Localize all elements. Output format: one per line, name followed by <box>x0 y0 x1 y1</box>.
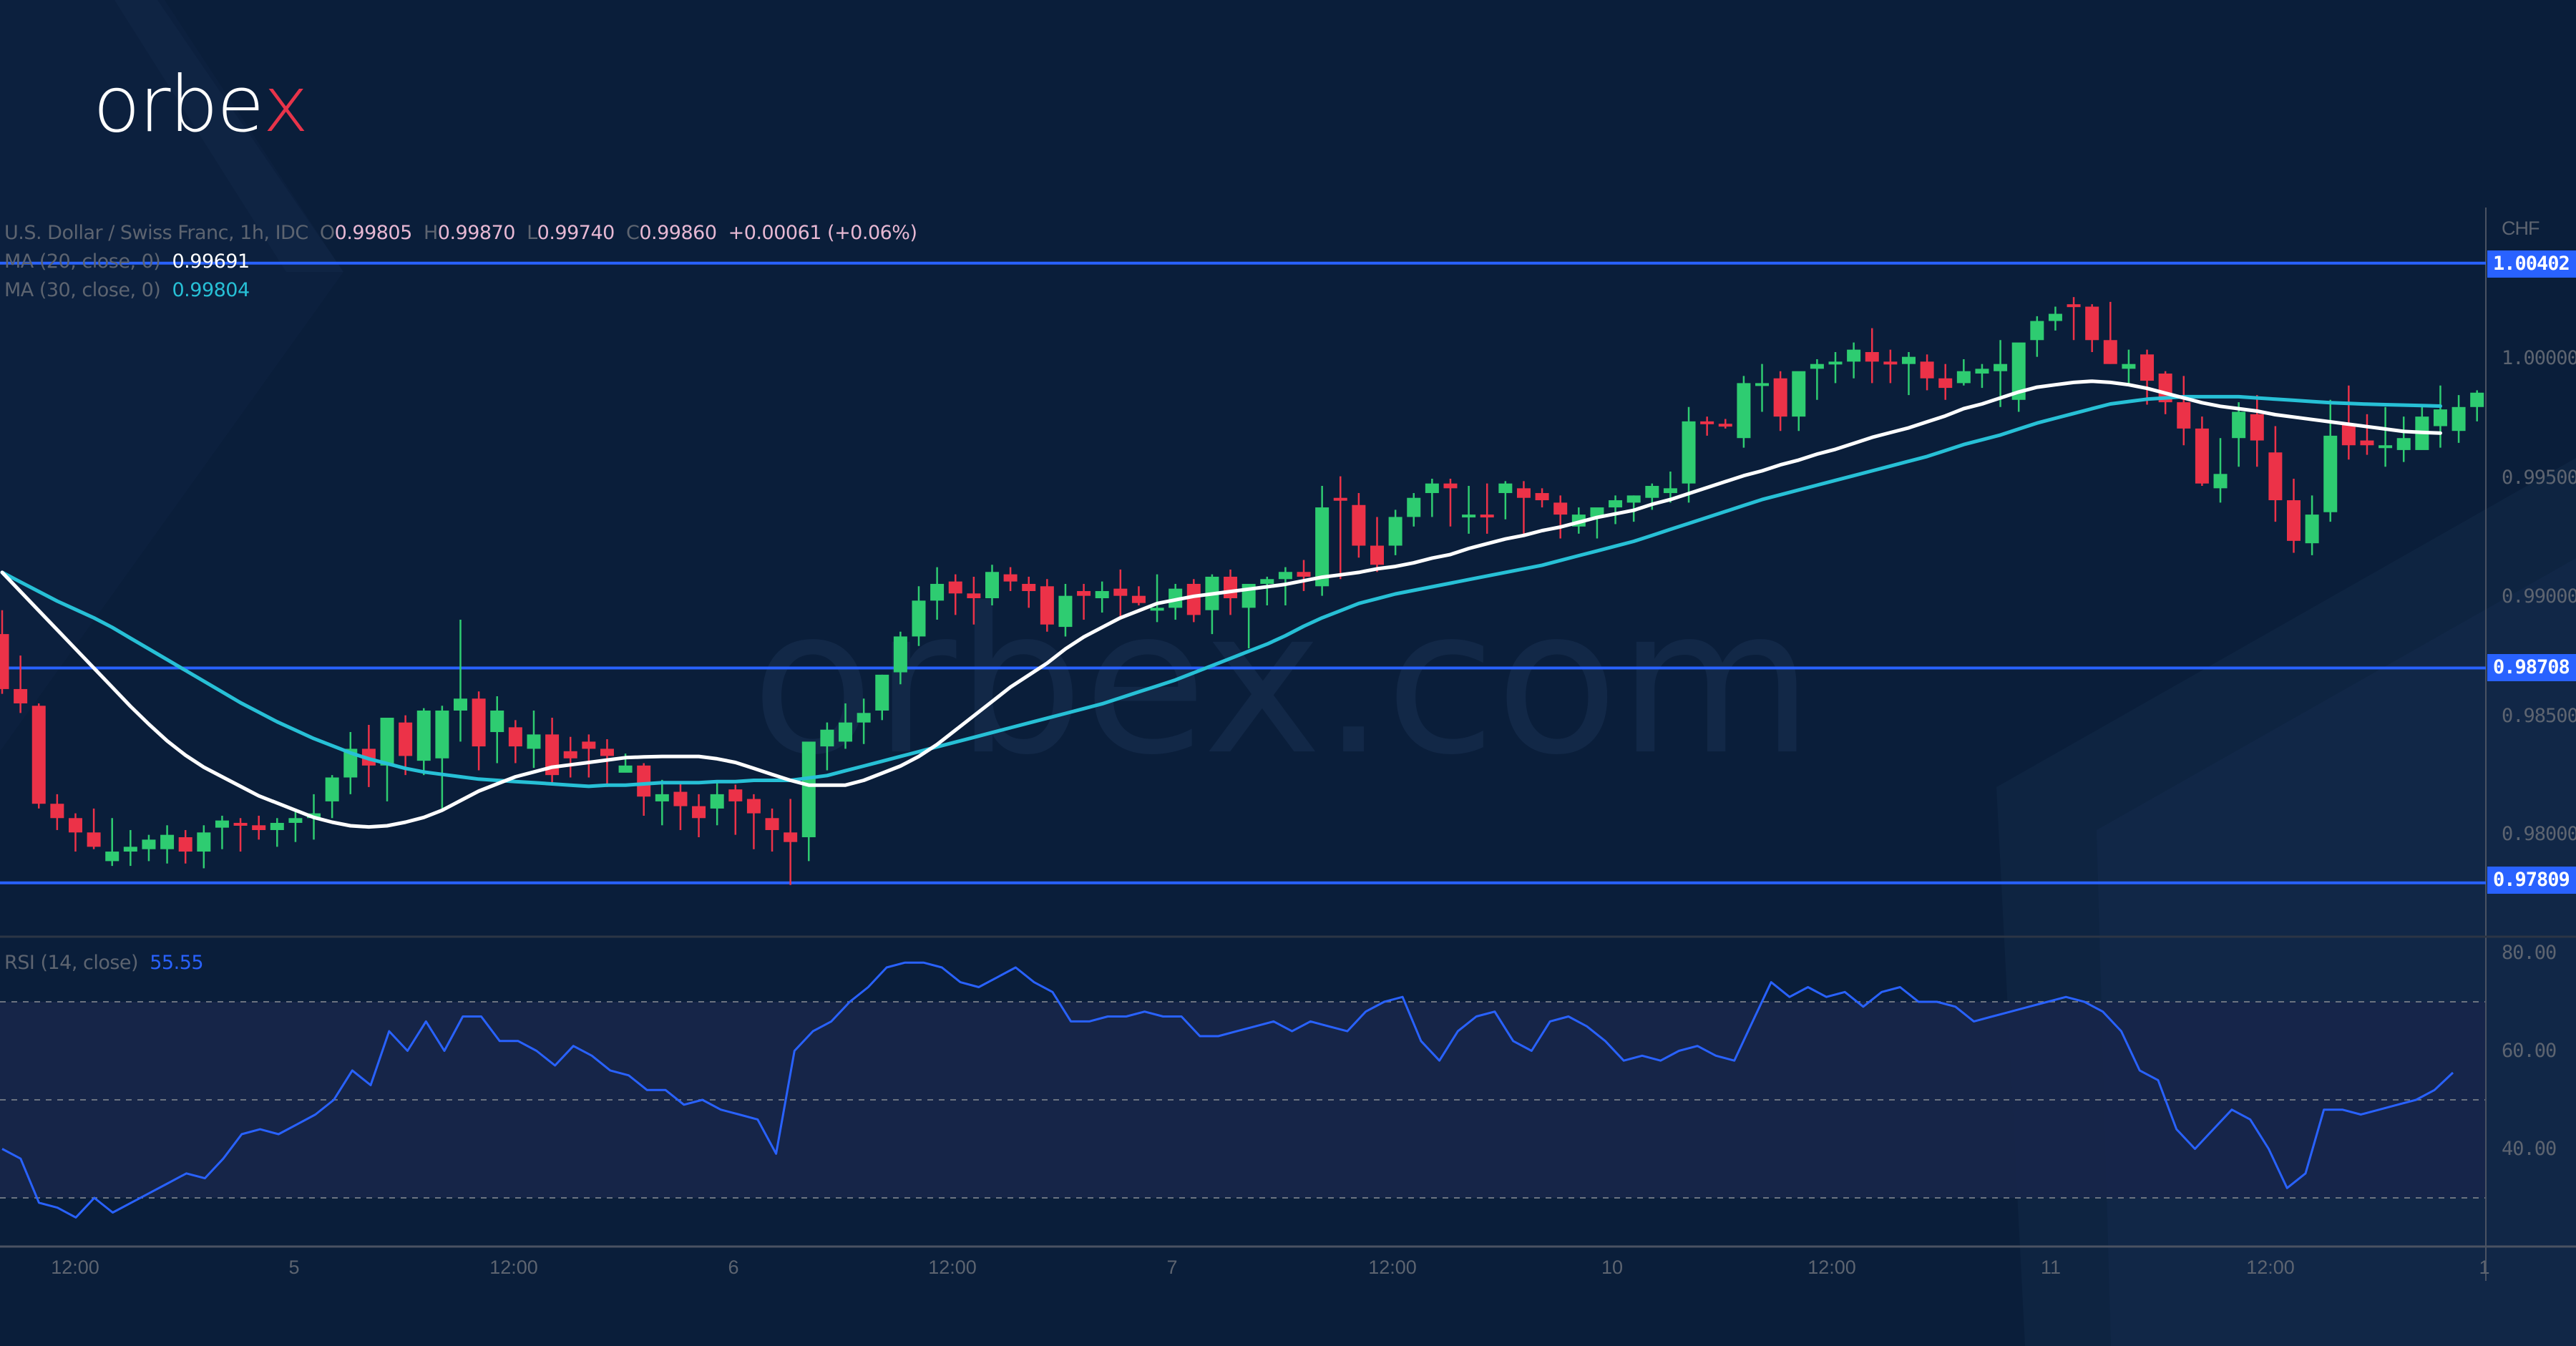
price-tick: 0.99000 <box>2502 585 2576 608</box>
rsi-line <box>1 961 2454 1219</box>
symbol-legend: U.S. Dollar / Swiss Franc, 1h, IDC O0.99… <box>4 222 917 244</box>
orbex-logo: orbe x <box>93 60 308 150</box>
time-label: 7 <box>1166 1257 1178 1278</box>
change-value: +0.00061 (+0.06%) <box>728 222 917 244</box>
time-label: 12:00 <box>1807 1257 1856 1278</box>
rsi-value: 55.55 <box>150 952 204 974</box>
rsi-tick: 80.00 <box>2502 942 2557 964</box>
logo-x: x <box>263 60 308 150</box>
support-level-tag-2[interactable]: 0.97809 <box>2487 867 2576 894</box>
price-tick: 1.00000 <box>2502 347 2576 369</box>
chart-axes <box>0 208 2576 1281</box>
price-tick: 0.99500 <box>2502 467 2576 489</box>
rsi-band <box>0 1001 2486 1199</box>
candlesticks <box>0 297 2484 885</box>
time-label: 6 <box>728 1257 739 1278</box>
high-value: 0.99870 <box>437 222 516 244</box>
time-label: 12:00 <box>1368 1257 1417 1278</box>
watermark: orbex.com <box>751 566 1813 799</box>
moving-averages <box>0 379 2442 829</box>
time-label: 10 <box>1601 1257 1624 1278</box>
ma20-value: 0.99691 <box>172 250 250 273</box>
time-label: 12:00 <box>51 1257 99 1278</box>
low-value: 0.99740 <box>537 222 615 244</box>
ma30-legend: MA (30, close, 0) 0.99804 <box>4 279 250 301</box>
horizontal-levels[interactable] <box>0 261 2486 884</box>
close-value: 0.99860 <box>639 222 717 244</box>
time-label: 12:00 <box>489 1257 538 1278</box>
price-tick: 0.98000 <box>2502 823 2576 845</box>
rsi-tick: 60.00 <box>2502 1040 2557 1062</box>
time-label: 12:00 <box>2246 1257 2295 1278</box>
support-level-tag[interactable]: 0.98708 <box>2487 654 2576 681</box>
resistance-level-tag[interactable]: 1.00402 <box>2487 250 2576 278</box>
logo-text: orbe <box>93 60 264 150</box>
rsi-legend: RSI (14, close) 55.55 <box>4 952 204 974</box>
ma20-legend: MA (20, close, 0) 0.99691 <box>4 250 250 273</box>
time-label: 11 <box>2040 1257 2062 1278</box>
rsi-tick: 40.00 <box>2502 1138 2557 1160</box>
currency-label: CHF <box>2502 218 2540 239</box>
time-label: 12:00 <box>928 1257 977 1278</box>
symbol-title: U.S. Dollar / Swiss Franc, 1h, IDC <box>4 222 308 244</box>
time-label: 5 <box>288 1257 300 1278</box>
time-label: 1 <box>2479 1257 2490 1278</box>
price-tick: 0.98500 <box>2502 705 2576 727</box>
open-value: 0.99805 <box>334 222 413 244</box>
ma30-value: 0.99804 <box>172 279 250 301</box>
